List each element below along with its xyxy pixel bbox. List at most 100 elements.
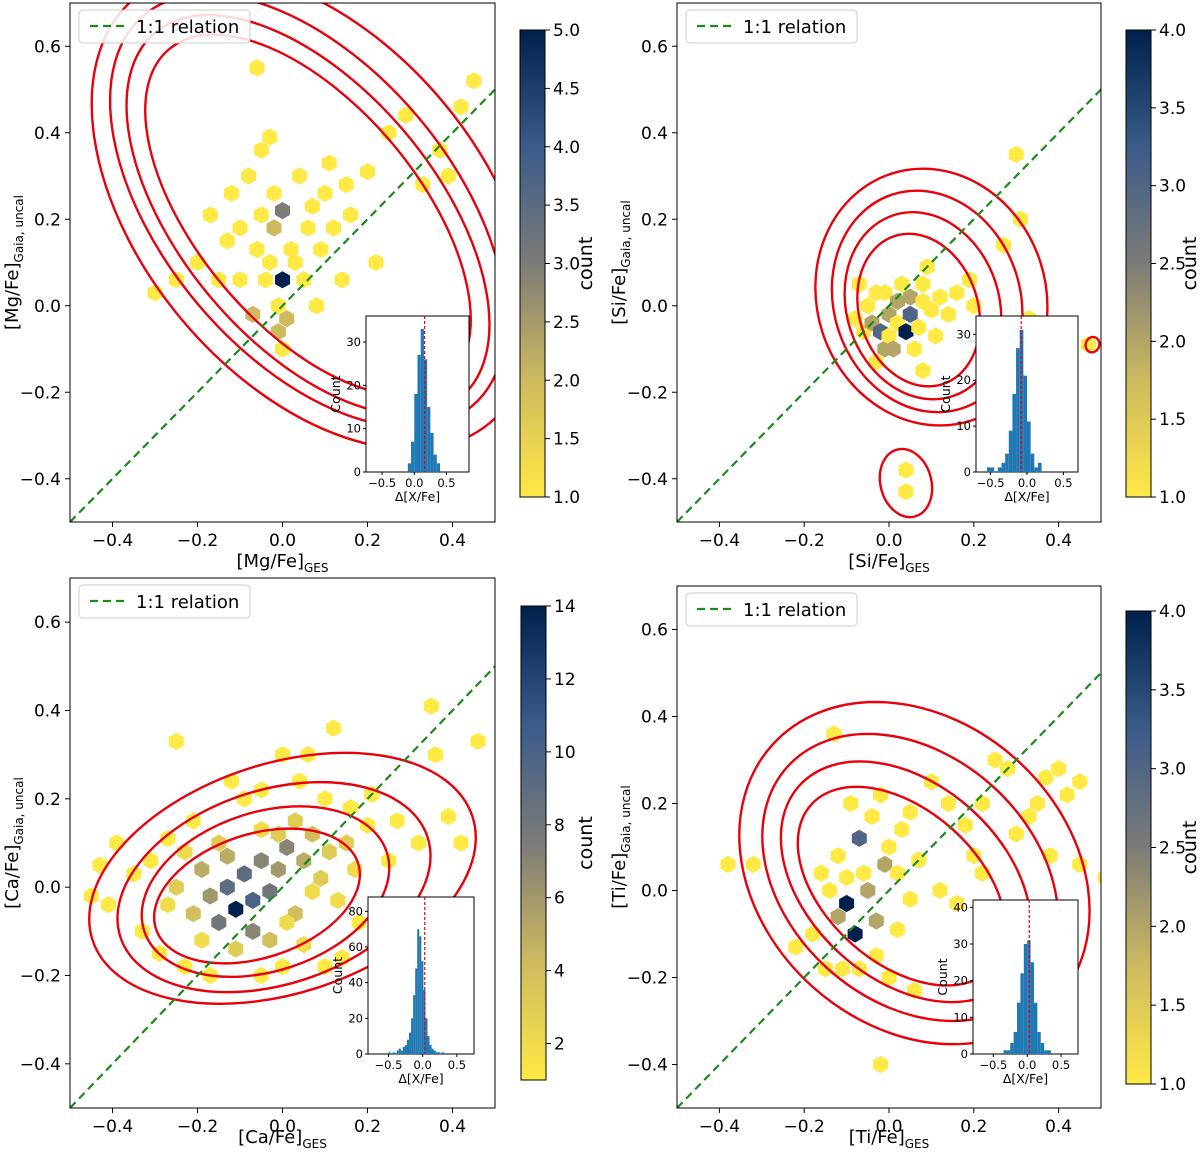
inset-x-tick-label: 0.0	[1018, 1058, 1036, 1072]
inset-x-label: Δ[X/Fe]	[398, 1071, 443, 1086]
hexbin	[890, 921, 905, 939]
histogram-bar	[1047, 1050, 1051, 1054]
y-tick-label: 0.0	[34, 297, 61, 317]
hexbin	[940, 305, 956, 323]
histogram-bar	[388, 1052, 391, 1054]
y-axis-label: [Mg/Fe]Gaia, uncal	[2, 195, 26, 330]
hexbin	[228, 900, 244, 918]
inset-x-tick-label: −0.5	[368, 476, 396, 490]
one-to-one-line	[70, 87, 495, 522]
histogram-bar	[437, 1052, 440, 1054]
y-axis-label-sub: Gaia, uncal	[619, 200, 633, 267]
colorbar-tick-label: 1.5	[1159, 996, 1186, 1016]
hexbin	[258, 271, 273, 289]
colorbar: 1.0 1.5 2.0 2.5 3.0 3.5 4.0 count	[1125, 21, 1200, 508]
histogram-bar	[425, 1018, 428, 1054]
histogram-bar	[400, 1050, 403, 1054]
hexbin	[211, 913, 227, 932]
inset-y-tick-label: 30	[956, 327, 971, 341]
x-tick-label: 0.4	[1045, 1117, 1072, 1137]
hexbin	[932, 881, 948, 900]
y-axis-label-main: [Ti/Fe]	[609, 853, 630, 909]
x-tick-label: 0.2	[960, 531, 987, 551]
inset-x-tick-label: 0.0	[1018, 476, 1036, 490]
histogram-bar	[1006, 1050, 1011, 1054]
hexbin	[389, 812, 405, 830]
hexbin	[270, 323, 286, 341]
hexbin	[279, 310, 295, 328]
inset-x-tick-label: 0.5	[448, 1058, 466, 1072]
inset-x-tick-label: −0.5	[979, 1058, 1007, 1072]
hexbin	[928, 327, 944, 345]
colorbar-tick-label: 1.0	[553, 488, 580, 508]
inset-x-tick-label: 0.5	[1052, 1058, 1070, 1072]
hexbin	[1029, 794, 1045, 813]
legend-box	[78, 584, 251, 619]
density-contour	[108, 3, 495, 429]
hexbin	[860, 297, 876, 315]
hexbin	[326, 219, 341, 237]
histogram-bar	[398, 1048, 401, 1054]
hexbin	[262, 253, 278, 272]
colorbar-label: count	[1179, 821, 1200, 875]
hexbin	[830, 847, 846, 865]
hexbin	[202, 206, 218, 224]
inset-y-tick-label: 0	[961, 1047, 968, 1061]
hexbin	[253, 852, 269, 870]
colorbar-tick-label: 1.5	[1159, 410, 1186, 430]
colorbar-tick-label: 2	[554, 1035, 565, 1055]
density-contour	[88, 751, 477, 1005]
x-tick-label: −0.2	[177, 1117, 218, 1137]
density-contour	[90, 3, 495, 451]
histogram-bar	[1023, 375, 1027, 472]
hexbin	[453, 98, 469, 116]
hexbin	[279, 838, 295, 856]
histogram-bar	[423, 989, 426, 1054]
y-tick-label: 0.2	[641, 795, 668, 815]
histogram-bar	[1040, 1043, 1045, 1054]
hexbin	[923, 301, 939, 319]
histogram-bar	[1030, 453, 1035, 472]
colorbar-tick-label: 2.0	[1159, 332, 1186, 352]
x-tick-label: −0.2	[784, 531, 825, 551]
x-tick-label: 0.4	[439, 1117, 466, 1137]
x-axis-label-main: [Ca/Fe]	[238, 1127, 302, 1148]
hexbin	[890, 864, 905, 882]
density-contour	[856, 232, 982, 388]
colorbar-tick-label: 3.0	[1159, 177, 1186, 197]
hexbin	[270, 297, 286, 315]
inset-y-tick-label: 30	[953, 937, 968, 951]
hexbin	[940, 794, 956, 813]
hexbin	[296, 852, 312, 870]
histogram-bar	[411, 441, 415, 472]
legend-label: 1:1 relation	[136, 17, 239, 38]
y-tick-label: 0.4	[34, 124, 61, 144]
inset-y-tick-label: 40	[348, 976, 363, 990]
y-tick-label: 0.6	[641, 37, 668, 57]
y-tick-label: −0.2	[627, 383, 668, 403]
hexbin	[262, 128, 278, 146]
histogram-bar	[1008, 430, 1013, 472]
colorbar-tick-label: 1.0	[1159, 488, 1186, 508]
colorbar-tick-label: 3.0	[553, 255, 580, 275]
hexbin	[915, 275, 931, 293]
inset-histogram: −0.5 0.0 0.5 0 10 20 30 Δ[X/Fe] Count	[938, 315, 1079, 504]
y-tick-label: 0.6	[34, 613, 61, 633]
histogram-bar	[436, 463, 441, 472]
hexbin	[906, 340, 922, 358]
hexbin	[1059, 786, 1075, 804]
colorbar-tick-label: 14	[554, 597, 576, 617]
histogram-bar	[1027, 421, 1031, 472]
histogram-bar	[1010, 1043, 1014, 1054]
x-axis-label-sub: GES	[304, 561, 329, 575]
hexbin	[338, 834, 354, 852]
hexbin	[860, 881, 876, 900]
hexbin	[253, 206, 269, 224]
hexbin	[957, 816, 973, 834]
hexbin	[898, 323, 914, 341]
hexbin	[296, 271, 312, 289]
y-axis-label-sub: Gaia, uncal	[619, 785, 633, 852]
inset-y-tick-label: 20	[956, 373, 971, 387]
hexbin	[202, 887, 218, 905]
hexbin	[368, 253, 384, 272]
